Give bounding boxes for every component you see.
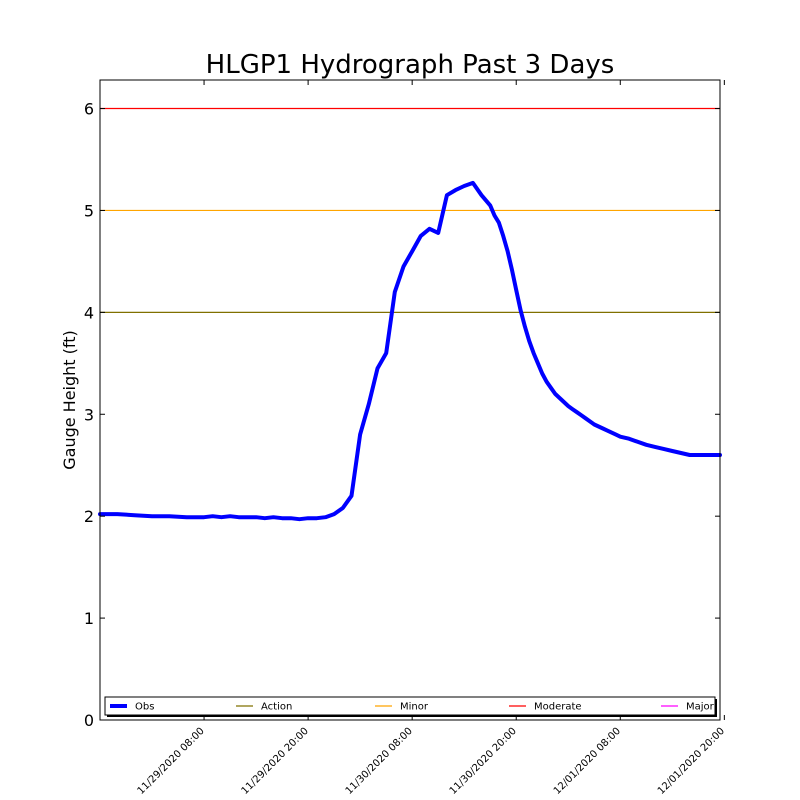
series-line-obs: [98, 180, 722, 522]
legend-label-moderate: Moderate: [534, 702, 582, 713]
legend-label-minor: Minor: [400, 702, 429, 713]
y-tick-label: 4: [84, 303, 94, 322]
x-tick-label: 12/01/2020 20:00: [656, 726, 727, 797]
y-tick-label: 3: [84, 405, 94, 424]
y-tick-label: 6: [84, 100, 94, 119]
legend-box: [104, 696, 716, 716]
plot-frame: [99, 79, 721, 721]
y-tick-label: 1: [84, 609, 94, 628]
legend-label-action: Action: [261, 702, 292, 713]
y-tick-label: 2: [84, 507, 94, 526]
x-tick-label: 11/30/2020 20:00: [448, 726, 519, 797]
plot-area: 0 1 2 3 4 5 6 11/29/2020 08:00 11/29/2020 20:00 1…: [84, 79, 727, 797]
x-tick-label: 11/30/2020 08:00: [344, 726, 415, 797]
legend-label-obs: Obs: [135, 702, 154, 713]
x-tick-label: 12/01/2020 08:00: [552, 726, 623, 797]
x-tick-label: 11/29/2020 08:00: [136, 726, 207, 797]
y-tick-label: 0: [84, 711, 94, 730]
chart-title: HLGP1 Hydrograph Past 3 Days: [206, 50, 615, 80]
x-tick-label: 11/29/2020 20:00: [240, 726, 311, 797]
y-axis-label: Gauge Height (ft): [60, 330, 79, 470]
y-tick-label: 5: [84, 201, 94, 220]
legend-label-major: Major: [686, 702, 715, 713]
